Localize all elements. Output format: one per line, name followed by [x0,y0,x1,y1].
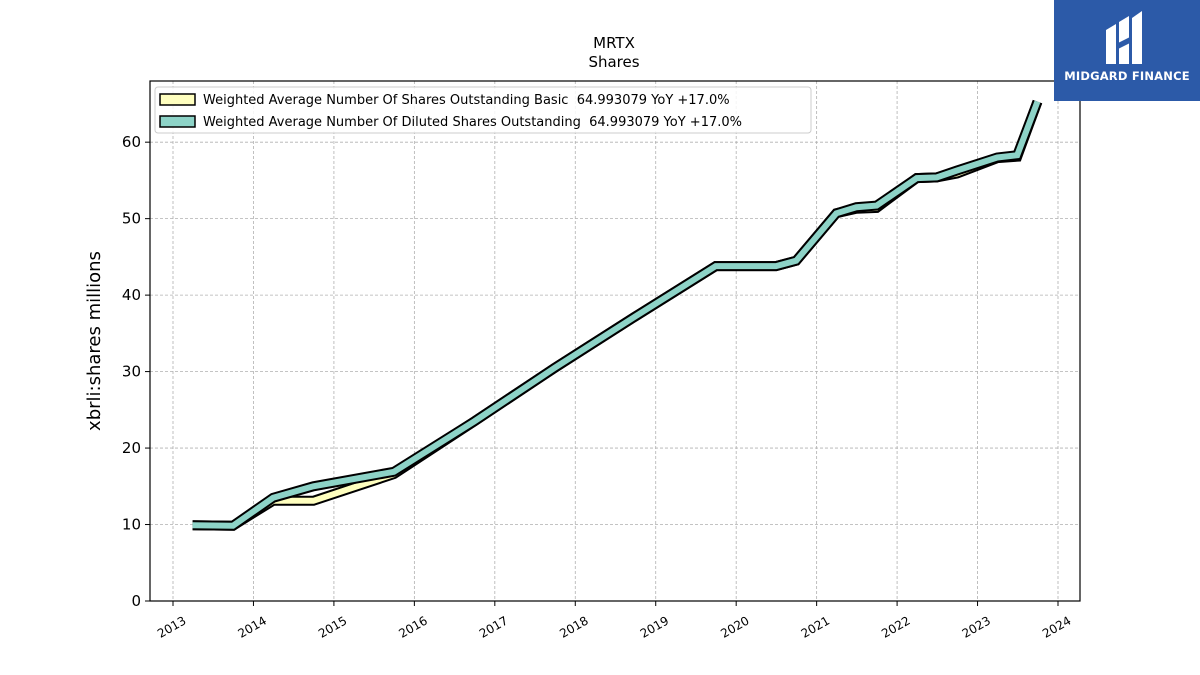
chart-title: MRTX [593,34,635,52]
x-tick-label: 2023 [960,613,993,640]
y-tick-label: 10 [122,516,141,534]
brand-name: MIDGARD FINANCE [1064,69,1190,83]
x-tick-label: 2013 [155,613,188,640]
y-tick-label: 50 [122,210,141,228]
y-axis-label: xbrli:shares millions [84,251,105,431]
y-tick-label: 20 [122,439,141,457]
plot-frame [149,80,1081,602]
grid-lines [150,81,1080,602]
series-basic-shares-outline [192,99,1043,531]
y-axis: 0 10 20 30 40 50 60 [122,133,150,610]
x-tick-label: 2018 [557,613,590,640]
chart-subtitle: Shares [588,53,639,71]
brand-logo: MIDGARD FINANCE [1054,0,1200,101]
legend-label-basic: Weighted Average Number Of Shares Outsta… [203,93,730,108]
x-tick-label: 2020 [718,613,751,640]
series-basic-shares-line [192,100,1041,529]
series-diluted-shares-outline [192,99,1043,531]
x-tick-label: 2017 [477,613,510,640]
legend: Weighted Average Number Of Shares Outsta… [154,86,812,134]
legend-swatch-basic [159,93,196,106]
y-tick-label: 0 [131,592,141,610]
y-tick-label: 60 [122,133,141,151]
series-diluted-shares [192,99,1043,531]
x-tick-label: 2015 [316,613,349,640]
y-tick-label: 30 [122,363,141,381]
x-tick-label: 2021 [799,613,832,640]
x-tick-label: 2022 [879,613,912,640]
x-tick-label: 2024 [1040,613,1073,640]
legend-label-diluted: Weighted Average Number Of Diluted Share… [203,115,742,130]
y-tick-label: 40 [122,286,141,304]
series-basic-shares [192,99,1043,531]
midgard-logo-icon [1106,11,1142,64]
x-axis: 2013 2014 2015 2016 2017 2018 2019 2020 2021 2022… [155,601,1074,641]
x-tick-label: 2016 [396,613,429,640]
series-layer [192,99,1043,531]
x-tick-label: 2014 [236,613,269,640]
legend-swatch-diluted [159,115,196,128]
x-tick-label: 2019 [638,613,671,640]
legend-box [154,86,812,134]
series-diluted-shares-line [192,100,1041,529]
